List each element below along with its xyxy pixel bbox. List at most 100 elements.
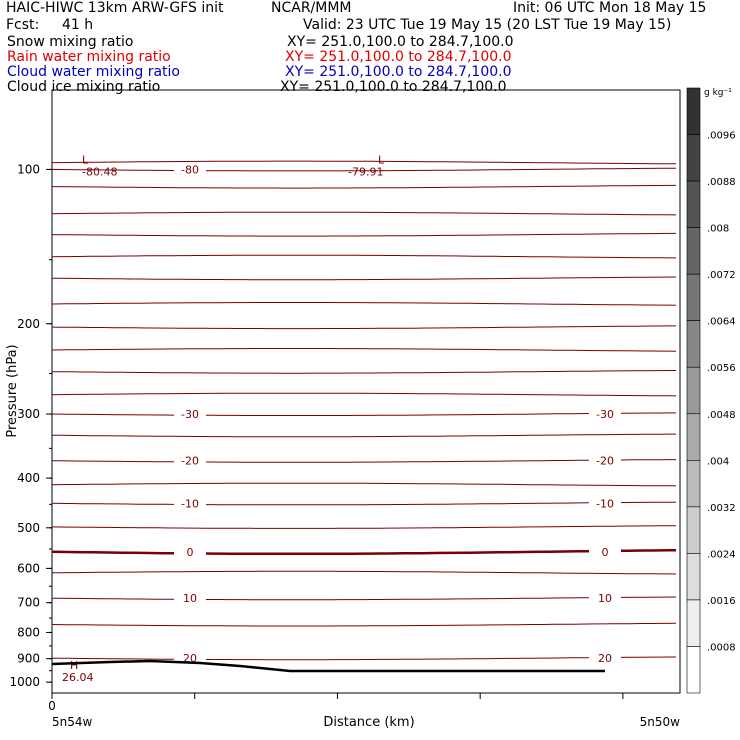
field-cloud-water-xy: XY= 251.0,100.0 to 284.7,100.0 (285, 64, 512, 80)
colorbar-segment (686, 599, 701, 647)
isotherm-line (51, 211, 677, 216)
field-cloud-water-name: Cloud water mixing ratio (7, 64, 180, 80)
isotherm-label-bg (174, 407, 206, 422)
colorbar-tick-7: .004 (707, 456, 729, 467)
colorbar-segment (686, 553, 701, 601)
isotherm-label-bg (174, 453, 206, 468)
isotherm-line (51, 622, 677, 627)
forecast-label: Fcst: (6, 17, 40, 33)
field-cloud-ice-name: Cloud ice mixing ratio (7, 79, 161, 95)
center-name: NCAR/MMM (271, 0, 352, 16)
y-axis-label: Pressure (hPa) (5, 344, 20, 437)
isotherm-line (51, 276, 677, 281)
y-tick-label-900: 900 (17, 652, 40, 666)
x-endpoint-right: 5n50w (640, 715, 681, 729)
isotherm-label-bg (174, 591, 206, 606)
isotherm-line-5 (51, 596, 677, 601)
colorbar-segment (686, 273, 701, 321)
y-tick-label-600: 600 (17, 561, 40, 575)
isotherm-label-bg (589, 544, 621, 559)
isotherm-label-bg (589, 591, 621, 606)
isotherm-label-4-0: 0 (187, 546, 194, 559)
colorbar-tick-0: .0096 (707, 131, 736, 142)
isotherm-line-6 (51, 656, 676, 661)
isotherm-label-4-1: 0 (602, 546, 609, 559)
y-tick-label-800: 800 (17, 625, 40, 639)
colorbar-tick-4: .0064 (707, 317, 736, 328)
colorbar-tick-6: .0048 (707, 410, 736, 421)
terrain-line (51, 659, 605, 673)
colorbar-tick-2: .008 (707, 224, 729, 235)
colorbar-tick-3: .0072 (707, 270, 736, 281)
colorbar-segment (686, 134, 701, 182)
plot-frame (51, 89, 681, 694)
isotherm-line (51, 302, 677, 306)
isotherm-line-3 (51, 501, 676, 506)
isotherm-label-bg (589, 496, 621, 511)
init-time: Init: 06 UTC Mon 18 May 15 (513, 0, 707, 16)
isotherm-line (51, 325, 676, 330)
extremum-value-1: -79.91 (348, 165, 383, 178)
colorbar-segment (686, 506, 701, 554)
isotherm-label-bg (589, 407, 621, 422)
colorbar-tick-5: .0056 (707, 363, 736, 374)
isotherm-line (51, 570, 677, 575)
isotherm-line (51, 254, 676, 259)
colorbar-tick-1: .0088 (707, 177, 736, 188)
isotherm-label-bg (589, 651, 621, 666)
x-endpoint-left: 5n54w (52, 715, 93, 729)
x-axis-label: Distance (km) (323, 715, 414, 730)
colorbar-segment (686, 366, 701, 415)
colorbar-segment (686, 87, 701, 135)
colorbar-segment (686, 646, 701, 694)
isotherm-line (51, 348, 677, 352)
colorbar-segment (686, 227, 701, 275)
isotherm-label-1-1: -30 (596, 408, 614, 421)
y-tick-label-500: 500 (17, 521, 40, 535)
isotherm-label-2-0: -20 (181, 455, 199, 468)
isotherm-line (52, 433, 676, 438)
isotherm-line (52, 184, 676, 189)
colorbar-tick-11: .0008 (707, 642, 736, 653)
isotherm-label-1-0: -30 (181, 408, 199, 421)
extremum-letter-0: L (82, 153, 89, 166)
colorbar-segment (686, 320, 701, 368)
field-cloud-ice-xy: XY= 251.0,100.0 to 284.7,100.0 (280, 79, 507, 95)
extremum-letter-1: L (378, 153, 385, 166)
isotherm-line-4 (51, 548, 677, 556)
isotherm-line (51, 232, 676, 237)
isotherm-label-bg (174, 496, 206, 511)
y-tick-label-1000: 1000 (9, 675, 40, 689)
isotherm-line (52, 370, 676, 374)
y-tick-label-100: 100 (17, 162, 40, 176)
isotherm-label-bg (589, 453, 621, 468)
valid-time: Valid: 23 UTC Tue 19 May 15 (20 LST Tue … (303, 17, 672, 33)
isotherm-label-bg (174, 162, 206, 177)
isotherm-label-6-1: 20 (598, 652, 612, 665)
field-snow-name: Snow mixing ratio (7, 34, 134, 50)
forecast-hours: 41 h (62, 17, 94, 33)
colorbar-tick-9: .0024 (707, 549, 736, 560)
colorbar-tick-8: .0032 (707, 503, 736, 514)
y-tick-label-300: 300 (17, 407, 40, 421)
isotherm-line-2 (51, 459, 676, 463)
isotherm-label-bg (174, 544, 206, 559)
field-rain-name: Rain water mixing ratio (7, 49, 171, 65)
colorbar-segment (686, 180, 701, 228)
isotherm-label-3-0: -10 (181, 497, 199, 510)
colorbar-segment (686, 460, 701, 508)
isotherm-line-1 (51, 412, 676, 416)
isotherm-line (51, 482, 677, 487)
y-tick-label-400: 400 (17, 471, 40, 485)
field-rain-xy: XY= 251.0,100.0 to 284.7,100.0 (285, 49, 512, 65)
isotherm-label-5-0: 10 (183, 592, 197, 605)
y-tick-label-700: 700 (17, 596, 40, 610)
isotherm-line (51, 525, 677, 529)
extremum-letter-2: H (70, 659, 78, 672)
extremum-value-2: 26.04 (62, 671, 94, 684)
extremum-value-0: -80.48 (82, 165, 117, 178)
isotherm-label-5-1: 10 (598, 592, 612, 605)
field-snow-xy: XY= 251.0,100.0 to 284.7,100.0 (287, 34, 514, 50)
colorbar-tick-10: .0016 (707, 596, 736, 607)
